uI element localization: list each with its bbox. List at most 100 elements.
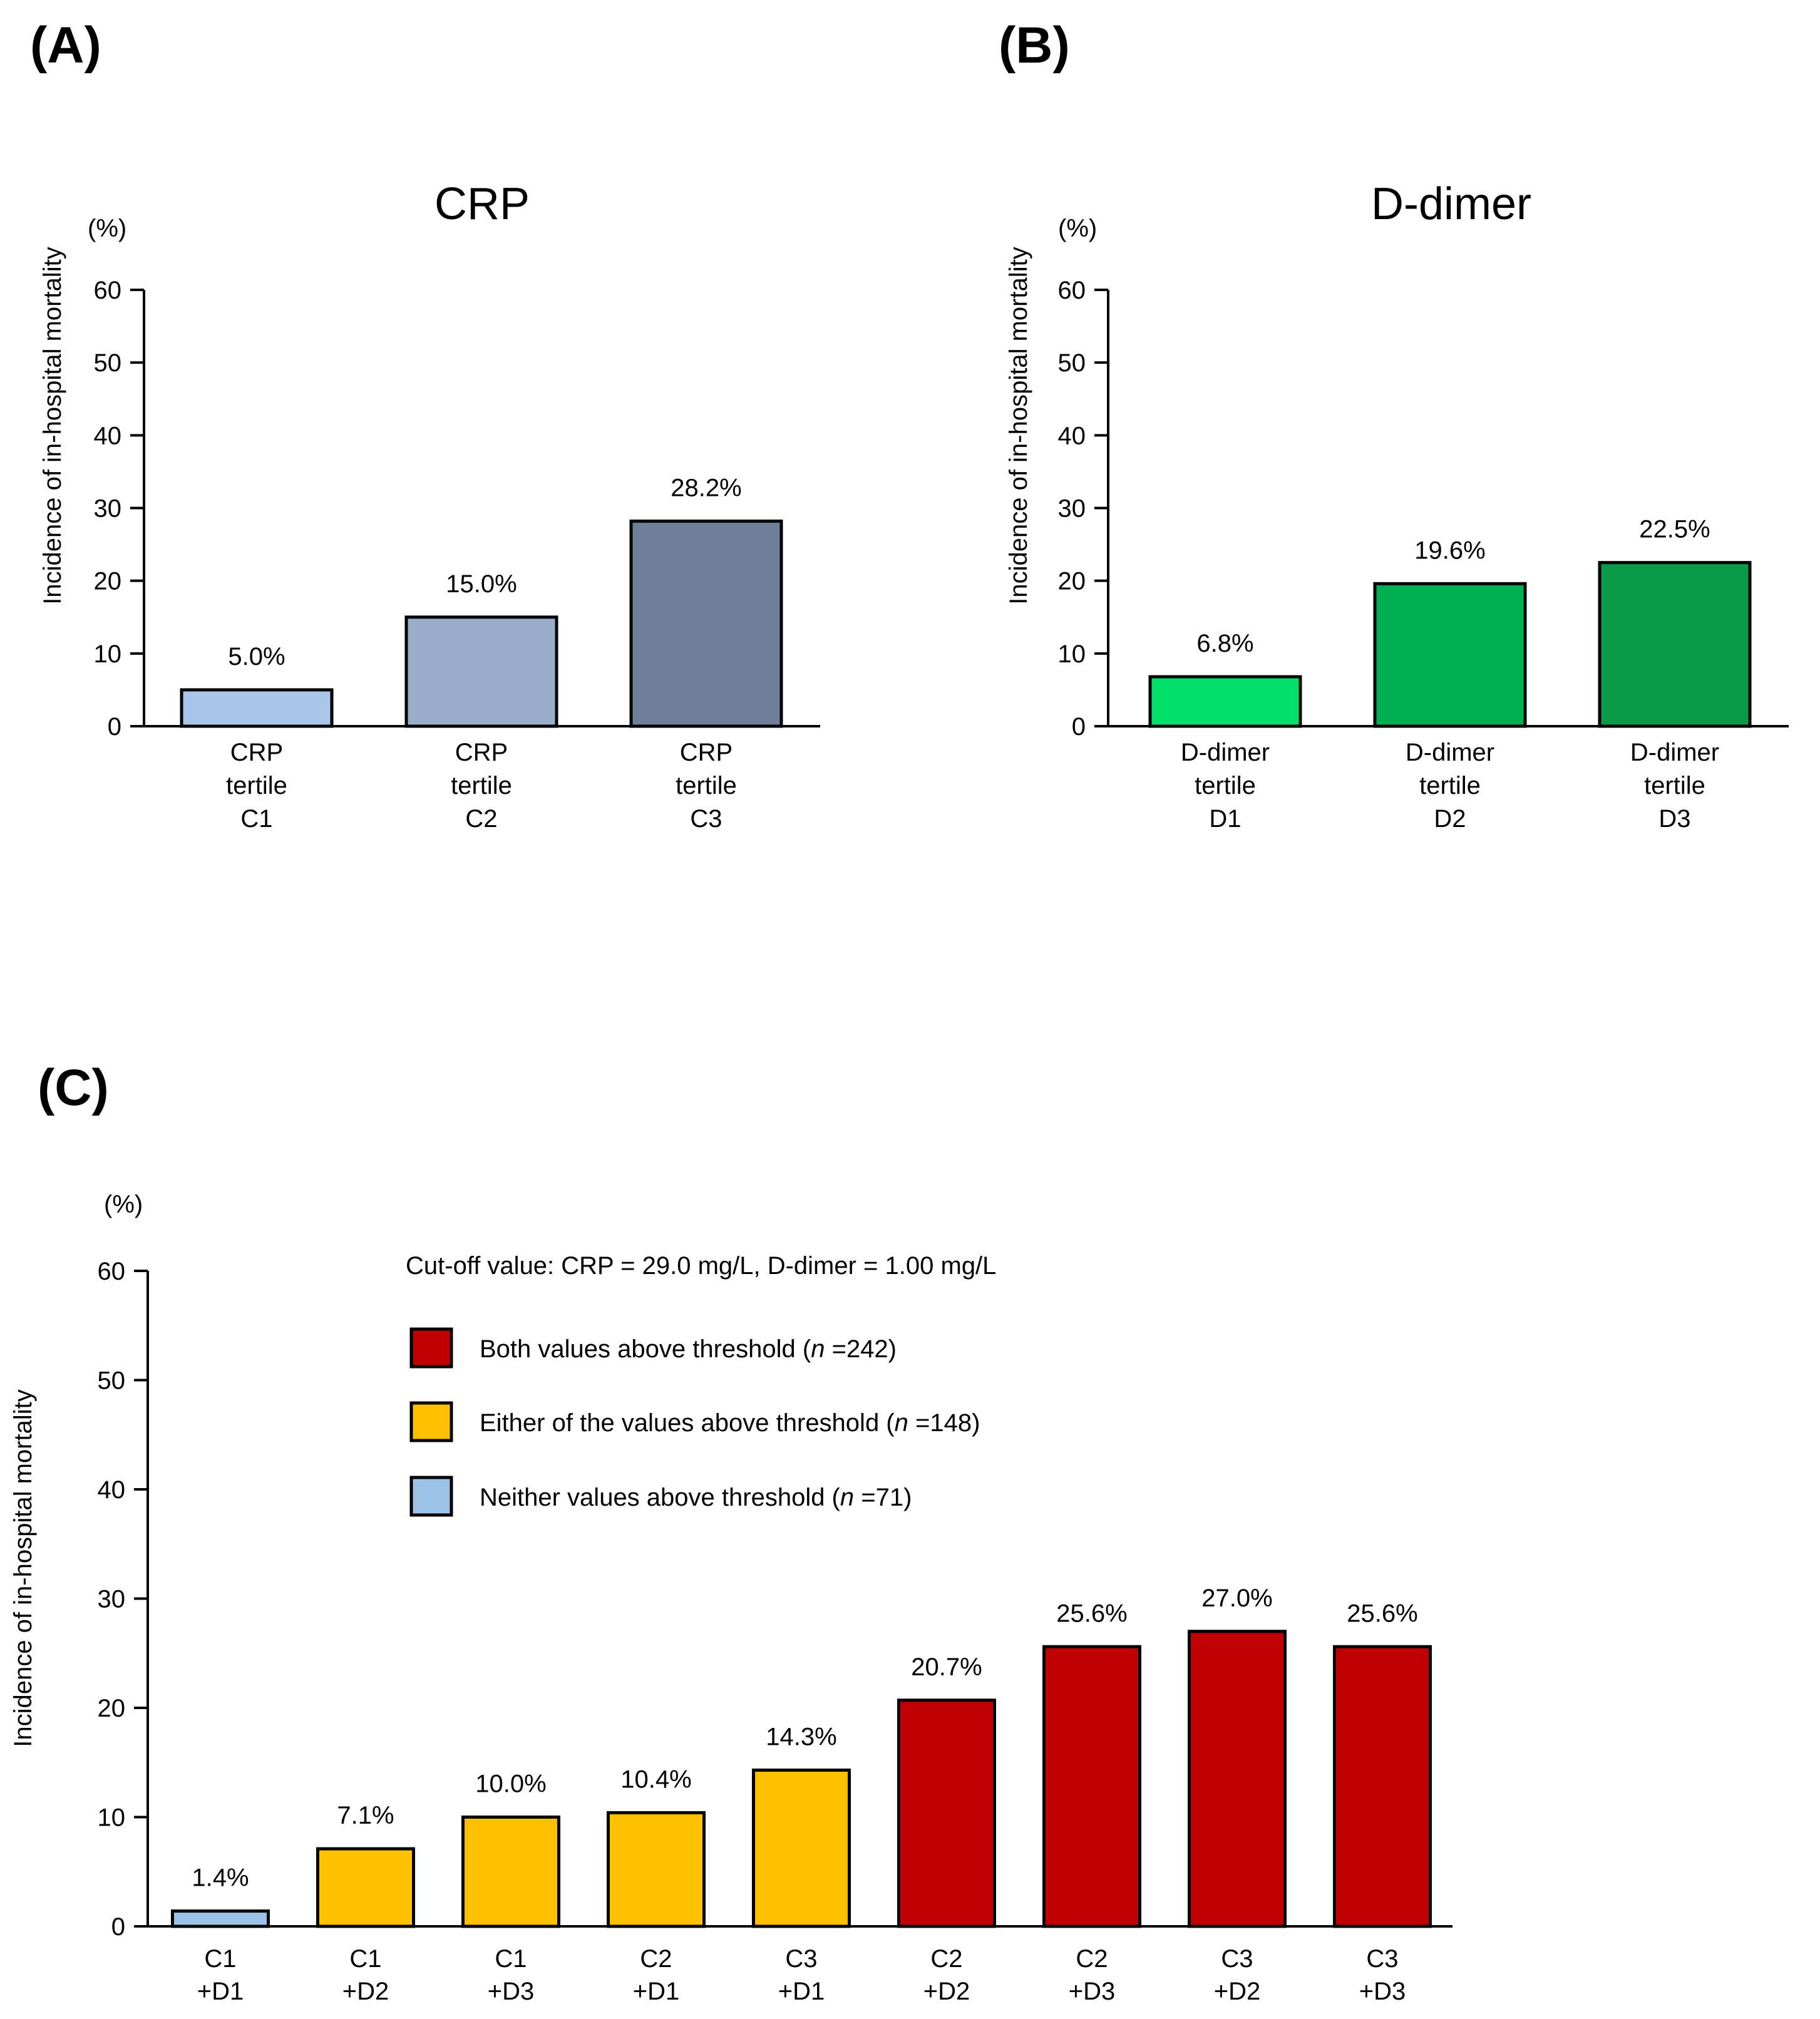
unit-label-ddimer: (%) bbox=[1058, 215, 1097, 242]
value-label-4: 10.4% bbox=[620, 1766, 691, 1794]
panel-label-c: (C) bbox=[38, 1059, 109, 1116]
y-tick-label: 30 bbox=[1058, 495, 1086, 523]
y-tick-label: 60 bbox=[98, 1258, 126, 1285]
chart-ddimer: 0 10 20 30 40 50 60 6.8% D-dimer tertile D1 19.6% D-… bbox=[1058, 277, 1789, 833]
category-label-2: C1 +D2 bbox=[342, 1945, 389, 2005]
unit-label-combo: (%) bbox=[104, 1191, 143, 1218]
value-label-3: 22.5% bbox=[1639, 516, 1710, 543]
y-tick-label: 0 bbox=[111, 1913, 125, 1941]
value-label-2: 7.1% bbox=[337, 1802, 394, 1829]
y-tick-label: 50 bbox=[1058, 349, 1086, 377]
legend-text-neither: Neither values above threshold (n =71) bbox=[480, 1484, 912, 1511]
category-label-line: +D1 bbox=[633, 1978, 680, 2005]
category-label-line: C1 bbox=[495, 1945, 527, 1973]
category-label-7: C2 +D3 bbox=[1069, 1945, 1116, 2005]
bar-3 bbox=[629, 519, 783, 728]
bar-1 bbox=[180, 688, 334, 728]
category-label-line: tertile bbox=[1644, 772, 1705, 799]
category-label-1: CRP tertile C1 bbox=[226, 739, 287, 833]
category-label-3: CRP tertile C3 bbox=[676, 739, 737, 833]
bar-4 bbox=[607, 1811, 706, 1928]
category-label-line: +D3 bbox=[488, 1978, 535, 2005]
bar-6 bbox=[897, 1698, 996, 1928]
chart-crp: 0 10 20 30 40 50 60 5.0% CRP tertile C1 15.0% CRP ter… bbox=[94, 277, 820, 833]
category-label-line: C3 bbox=[785, 1945, 817, 1973]
y-tick-label: 30 bbox=[98, 1586, 126, 1613]
legend-text-either: Either of the values above threshold (n … bbox=[480, 1409, 980, 1437]
category-label-line: C2 bbox=[465, 805, 497, 833]
category-label-line: +D2 bbox=[923, 1978, 970, 2005]
category-label-line: C1 bbox=[349, 1945, 381, 1973]
legend-item-neither: Neither values above threshold (n =71) bbox=[409, 1476, 912, 1517]
value-label-2: 15.0% bbox=[446, 570, 517, 598]
y-tick-label: 40 bbox=[98, 1476, 126, 1504]
y-axis-title-combo: Incidence of in-hospital mortality bbox=[9, 1389, 37, 1747]
category-label-line: D3 bbox=[1658, 805, 1690, 833]
panel-label-b: (B) bbox=[999, 17, 1070, 74]
bar-9 bbox=[1333, 1645, 1432, 1928]
category-label-line: C2 bbox=[1076, 1945, 1108, 1973]
legend-text-both: Both values above threshold (n =242) bbox=[480, 1335, 897, 1363]
y-tick-label: 0 bbox=[108, 713, 121, 741]
category-label-line: +D3 bbox=[1359, 1978, 1406, 2005]
category-label-line: D1 bbox=[1209, 805, 1241, 833]
category-label-line: tertile bbox=[1195, 772, 1256, 799]
legend-swatch-neither bbox=[409, 1476, 453, 1517]
bar-3 bbox=[1598, 561, 1752, 728]
value-label-5: 14.3% bbox=[766, 1723, 836, 1750]
category-label-line: D-dimer bbox=[1406, 739, 1494, 766]
y-tick-label: 10 bbox=[98, 1804, 126, 1832]
category-label-line: D2 bbox=[1434, 805, 1466, 833]
bar-1 bbox=[171, 1909, 270, 1928]
category-label-1: C1 +D1 bbox=[197, 1945, 244, 2005]
chart-title-ddimer: D-dimer bbox=[1371, 179, 1531, 229]
category-label-line: CRP bbox=[230, 739, 283, 766]
y-axis-title-crp: Incidence of in-hospital mortality bbox=[39, 247, 66, 604]
category-label-line: C1 bbox=[240, 805, 272, 833]
value-label-9: 25.6% bbox=[1347, 1600, 1417, 1627]
legend: Both values above threshold (n =242) Eit… bbox=[409, 1327, 980, 1517]
value-label-2: 19.6% bbox=[1414, 537, 1485, 564]
y-tick-label: 20 bbox=[98, 1695, 126, 1722]
category-label-1: D-dimer tertile D1 bbox=[1181, 739, 1270, 833]
category-label-line: D-dimer bbox=[1630, 739, 1719, 766]
y-tick-label: 10 bbox=[1058, 640, 1086, 668]
bar-2 bbox=[1373, 582, 1527, 728]
y-tick-label: 30 bbox=[94, 495, 122, 523]
y-tick-label: 40 bbox=[94, 422, 122, 450]
category-label-line: C2 bbox=[640, 1945, 672, 1973]
category-label-line: C3 bbox=[1221, 1945, 1253, 1973]
bar-2 bbox=[404, 615, 558, 728]
category-label-3: D-dimer tertile D3 bbox=[1630, 739, 1719, 833]
y-tick-label: 50 bbox=[98, 1367, 126, 1395]
value-label-1: 1.4% bbox=[192, 1864, 249, 1892]
category-label-5: C3 +D1 bbox=[778, 1945, 825, 2005]
category-label-line: tertile bbox=[226, 772, 287, 799]
category-label-line: D-dimer bbox=[1181, 739, 1270, 766]
value-label-7: 25.6% bbox=[1056, 1600, 1127, 1627]
y-tick-label: 60 bbox=[1058, 277, 1086, 304]
y-tick-label: 10 bbox=[94, 640, 122, 668]
category-label-line: CRP bbox=[680, 739, 733, 766]
category-label-line: C3 bbox=[690, 805, 722, 833]
legend-item-either: Either of the values above threshold (n … bbox=[409, 1401, 980, 1442]
legend-swatch-both bbox=[409, 1327, 453, 1369]
category-label-line: C1 bbox=[204, 1945, 236, 1973]
legend-item-both: Both values above threshold (n =242) bbox=[409, 1327, 897, 1369]
value-label-6: 20.7% bbox=[911, 1653, 982, 1681]
category-label-8: C3 +D2 bbox=[1214, 1945, 1261, 2005]
category-label-line: C2 bbox=[930, 1945, 962, 1973]
value-label-1: 5.0% bbox=[228, 643, 285, 670]
bar-3 bbox=[461, 1816, 560, 1928]
category-label-line: +D1 bbox=[197, 1978, 244, 2005]
unit-label-crp: (%) bbox=[88, 215, 126, 242]
y-tick-label: 40 bbox=[1058, 422, 1086, 450]
bar-8 bbox=[1188, 1630, 1287, 1928]
panel-label-a: (A) bbox=[30, 17, 101, 74]
y-axis-title-ddimer: Incidence of in-hospital mortality bbox=[1005, 247, 1032, 604]
y-tick-label: 20 bbox=[1058, 568, 1086, 595]
y-tick-label: 0 bbox=[1072, 713, 1086, 741]
category-label-line: +D1 bbox=[778, 1978, 825, 2005]
